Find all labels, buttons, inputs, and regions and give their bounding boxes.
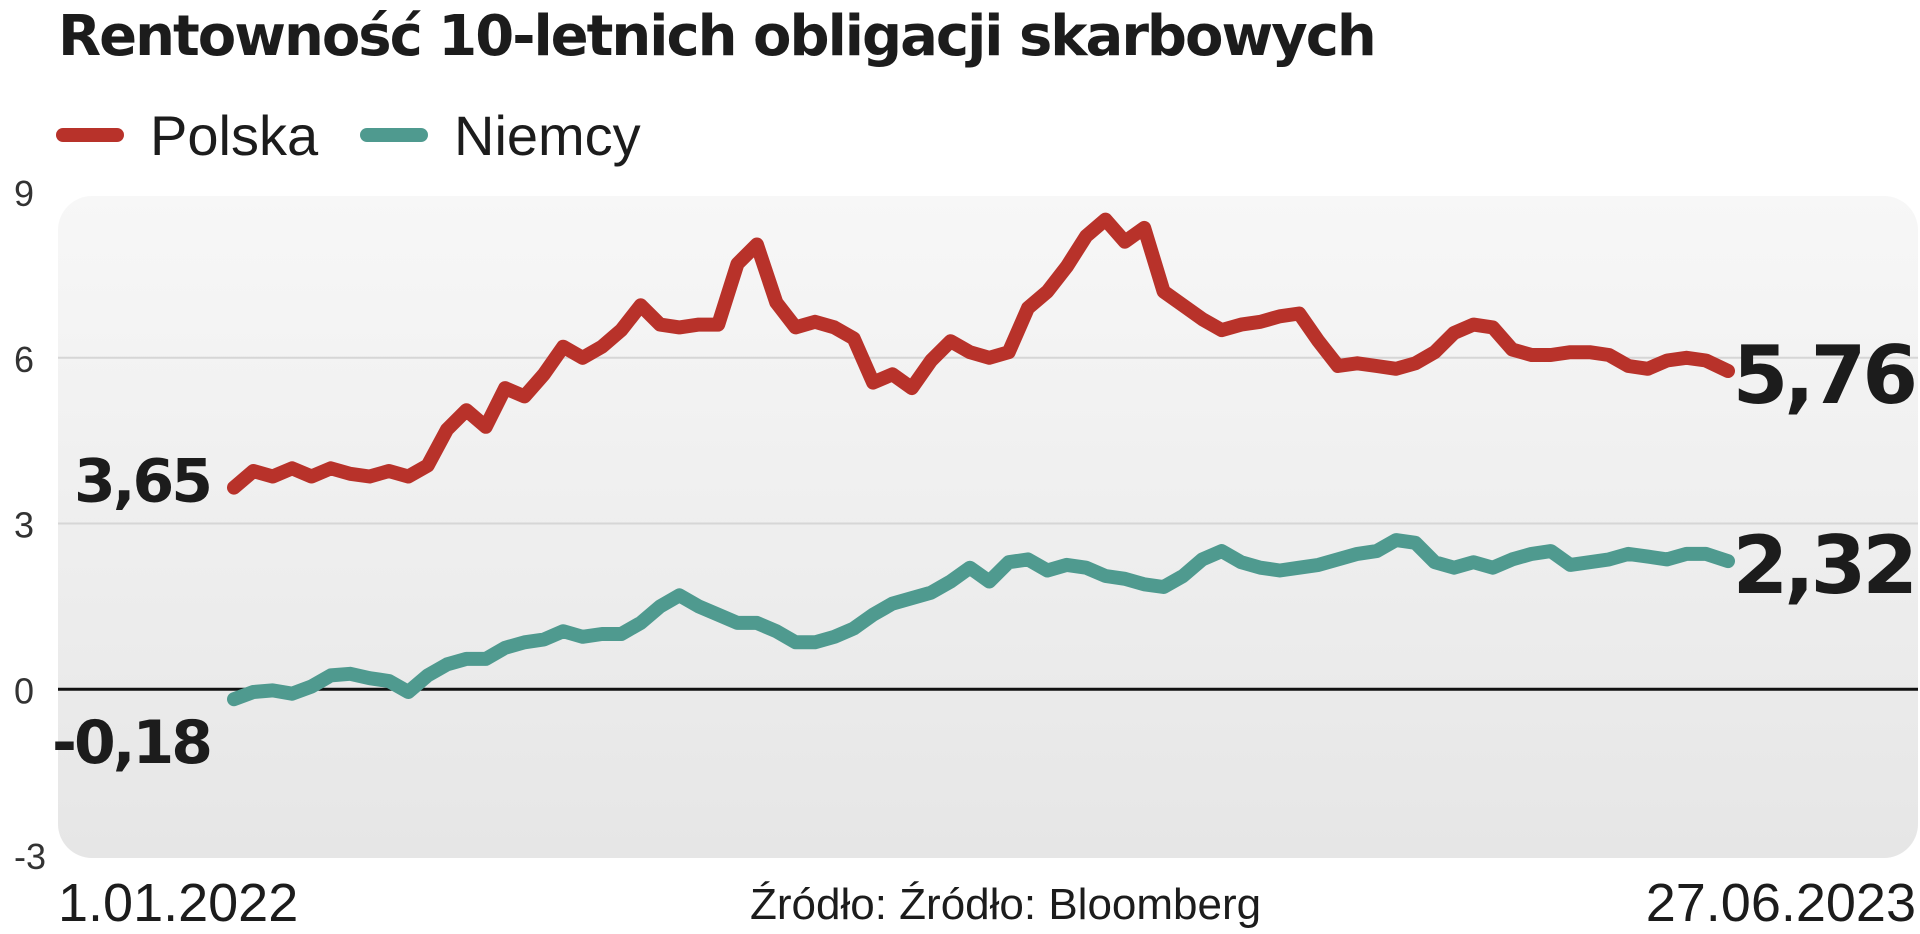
x-axis-end-date: 27.06.2023 (1645, 873, 1916, 933)
y-tick-label: 6 (14, 339, 34, 380)
y-tick-label: 0 (14, 670, 34, 711)
end-value-label: 5,76 (1733, 329, 1915, 422)
end-value-label: 2,32 (1733, 519, 1914, 612)
x-axis-start-date: 1.01.2022 (58, 873, 299, 933)
legend-label-polska: Polska (150, 103, 319, 167)
chart-title: Rentowność 10-letnich obligacji skarbowy… (58, 4, 1377, 69)
legend-item-niemcy: Niemcy (360, 100, 641, 170)
y-tick-label: -3 (14, 836, 46, 870)
series-line-polska (227, 212, 1735, 495)
plot-background (58, 196, 1918, 858)
legend-swatch-niemcy (360, 128, 428, 142)
start-value-label: 3,65 (74, 447, 210, 517)
legend-item-polska: Polska (56, 100, 318, 170)
legend-label-niemcy: Niemcy (454, 103, 641, 167)
start-value-label: -0,18 (52, 708, 210, 778)
legend-swatch-polska (56, 128, 124, 142)
y-tick-label: 3 (14, 505, 34, 546)
source-note: Źródło: Źródło: Bloomberg (750, 880, 1262, 929)
y-tick-label: 9 (14, 173, 34, 214)
series-line-niemcy (227, 533, 1735, 707)
line-chart: 9 6 3 0 -3 3,65 5,76 -0,18 2,32 (14, 173, 1918, 870)
